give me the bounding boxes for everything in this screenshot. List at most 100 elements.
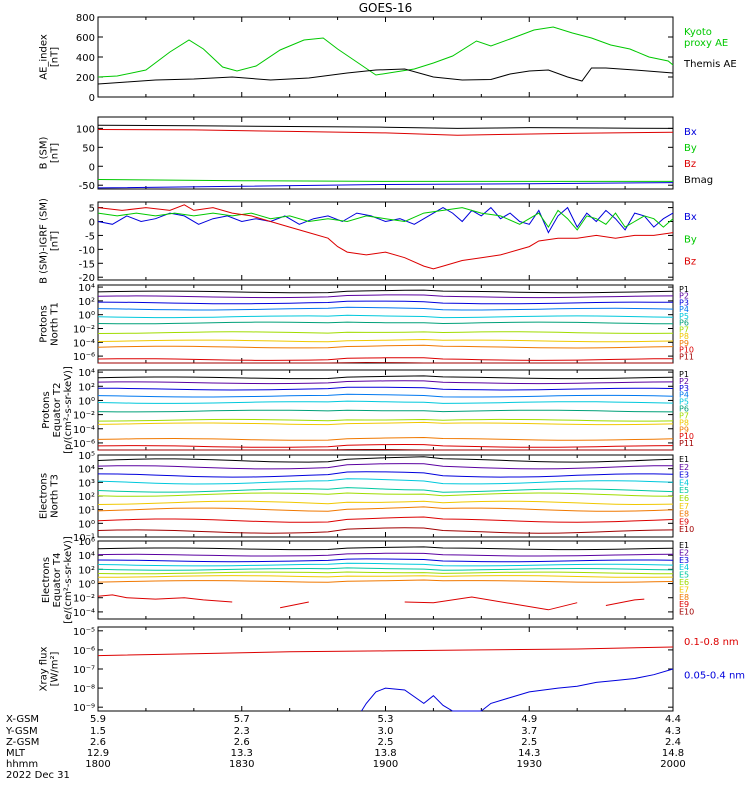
y-axis-label-p_equator: Protons <box>41 391 52 428</box>
legend-p7: P7 <box>679 325 689 334</box>
channel-line-e2 <box>97 463 674 470</box>
channel-line-e7 <box>97 575 674 578</box>
panel-frame-e_equator <box>97 540 674 620</box>
channel-line-p4 <box>97 393 674 398</box>
channel-line-p5 <box>97 400 674 404</box>
legend-e7: E7 <box>679 502 689 511</box>
channel-line-e2 <box>97 552 674 557</box>
x-axis-row-label: Y-GSM <box>5 726 38 737</box>
channel-line-p3 <box>97 300 674 305</box>
channel-line-p6 <box>97 409 674 413</box>
legend-e4: E4 <box>679 478 689 487</box>
y-axis-label-p_equator: [p/(cm²-s-sr-keV)] <box>63 366 74 454</box>
y-tick-label-e_north: 10⁻¹ <box>73 533 95 544</box>
legend-e3: E3 <box>679 471 689 480</box>
y-axis-label-xray: Xray flux <box>39 647 50 692</box>
x-axis-value-mlt: 14.8 <box>662 748 684 759</box>
series-line-kyoto-proxy-ae <box>97 26 674 78</box>
legend-e9: E9 <box>679 517 689 526</box>
legend-p8: P8 <box>679 418 689 427</box>
y-tick-label-e_north: 10⁰ <box>78 519 95 530</box>
y-tick-label-p_equator: 10⁻² <box>73 411 95 422</box>
y-tick-label-p_north: 10⁰ <box>78 311 95 322</box>
y-tick-label-b: 100 <box>76 124 95 135</box>
y-tick-label-p_north: 10⁴ <box>78 283 95 294</box>
y-axis-label-e_equator: Equator T4 <box>52 553 63 608</box>
channel-line-p2 <box>97 380 674 385</box>
x-axis-value-hhmm: 2000 <box>660 759 685 770</box>
channel-line-e8 <box>97 506 674 512</box>
y-tick-label-e_north: 10⁴ <box>78 465 95 476</box>
x-axis-value-hhmm: 1930 <box>517 759 542 770</box>
y-tick-label-b: 50 <box>82 143 95 154</box>
y-axis-label-e_equator: Electrons <box>41 557 52 603</box>
legend-p6: P6 <box>679 405 689 414</box>
legend-e10: E10 <box>679 608 694 617</box>
channel-line-e6 <box>97 492 674 497</box>
legend-p4: P4 <box>679 391 689 400</box>
x-axis-value-x-gsm: 5.7 <box>234 714 250 725</box>
legend-e8: E8 <box>679 593 689 602</box>
y-tick-label-dbigrf: 0 <box>89 218 95 229</box>
channel-line-e4 <box>97 478 674 485</box>
legend-p4: P4 <box>679 305 689 314</box>
series-line-0-05-0-4-nm <box>361 668 674 712</box>
legend-e1: E1 <box>679 541 689 550</box>
legend-p3: P3 <box>679 384 689 393</box>
y-tick-label-e_equator: 10⁶ <box>78 537 95 548</box>
channel-line-e8 <box>97 579 674 583</box>
legend-p2: P2 <box>679 377 689 386</box>
legend-p6: P6 <box>679 319 689 328</box>
legend-p11: P11 <box>679 439 694 448</box>
x-axis-value-y-gsm: 3.0 <box>378 726 394 737</box>
panel-frame-e_north <box>97 454 674 538</box>
y-axis-label-e_north: Electrons <box>39 473 50 519</box>
channel-line-e4 <box>97 562 674 567</box>
series-line-0-1-0-8-nm <box>97 646 674 657</box>
legend-p5: P5 <box>679 398 689 407</box>
channel-line-e5 <box>97 487 674 493</box>
x-axis-value-mlt: 13.8 <box>374 748 396 759</box>
channel-line-p10 <box>97 357 674 361</box>
y-tick-label-p_north: 10⁻⁶ <box>73 352 95 363</box>
y-axis-label-b: B (SM) <box>39 136 50 169</box>
y-tick-label-ae: 800 <box>76 13 95 24</box>
channel-line-e6 <box>97 571 674 575</box>
y-axis-label-p_north: Protons <box>39 305 50 342</box>
legend-e2: E2 <box>679 463 689 472</box>
y-axis-label-ae: [nT] <box>50 47 61 67</box>
x-axis-value-z-gsm: 2.6 <box>90 737 106 748</box>
channel-line-p11 <box>98 361 673 364</box>
y-tick-label-ae: 400 <box>76 53 95 64</box>
legend-themis-ae: Themis AE <box>683 59 737 70</box>
x-axis-value-z-gsm: 2.6 <box>234 737 250 748</box>
y-tick-label-p_equator: 10⁴ <box>78 368 95 379</box>
series-line-themis-ae <box>97 67 674 85</box>
legend-p7: P7 <box>679 411 689 420</box>
y-tick-label-p_north: 10⁻⁴ <box>73 338 95 349</box>
y-axis-label-p_equator: Equator T2 <box>52 383 63 438</box>
legend-e9: E9 <box>679 600 689 609</box>
legend-p9: P9 <box>679 425 689 434</box>
legend-p10: P10 <box>679 346 694 355</box>
y-axis-label-xray: [W/m²] <box>50 651 61 686</box>
legend-e7: E7 <box>679 585 689 594</box>
x-axis-value-y-gsm: 4.3 <box>665 726 681 737</box>
y-axis-label-e_north: North T3 <box>50 474 61 518</box>
y-tick-label-e_north: 10³ <box>78 478 95 489</box>
channel-line-e9 <box>97 594 233 603</box>
y-axis-label-p_north: North T1 <box>50 302 61 346</box>
channel-line-p4 <box>97 306 674 311</box>
y-tick-label-e_equator: 10⁴ <box>78 551 95 562</box>
y-tick-label-p_north: 10² <box>78 297 95 308</box>
channel-line-p10 <box>97 443 674 448</box>
y-tick-label-xray: 10⁻⁶ <box>73 646 95 657</box>
y-tick-label-ae: 0 <box>89 93 95 104</box>
x-axis-row-label: 2022 Dec 31 <box>6 770 70 781</box>
x-axis-value-y-gsm: 1.5 <box>90 726 106 737</box>
legend-bz: Bz <box>684 159 696 170</box>
x-axis-value-mlt: 13.3 <box>231 748 253 759</box>
y-tick-label-e_equator: 10⁰ <box>78 580 95 591</box>
legend-by: By <box>684 234 697 245</box>
x-axis-value-z-gsm: 2.5 <box>378 737 394 748</box>
